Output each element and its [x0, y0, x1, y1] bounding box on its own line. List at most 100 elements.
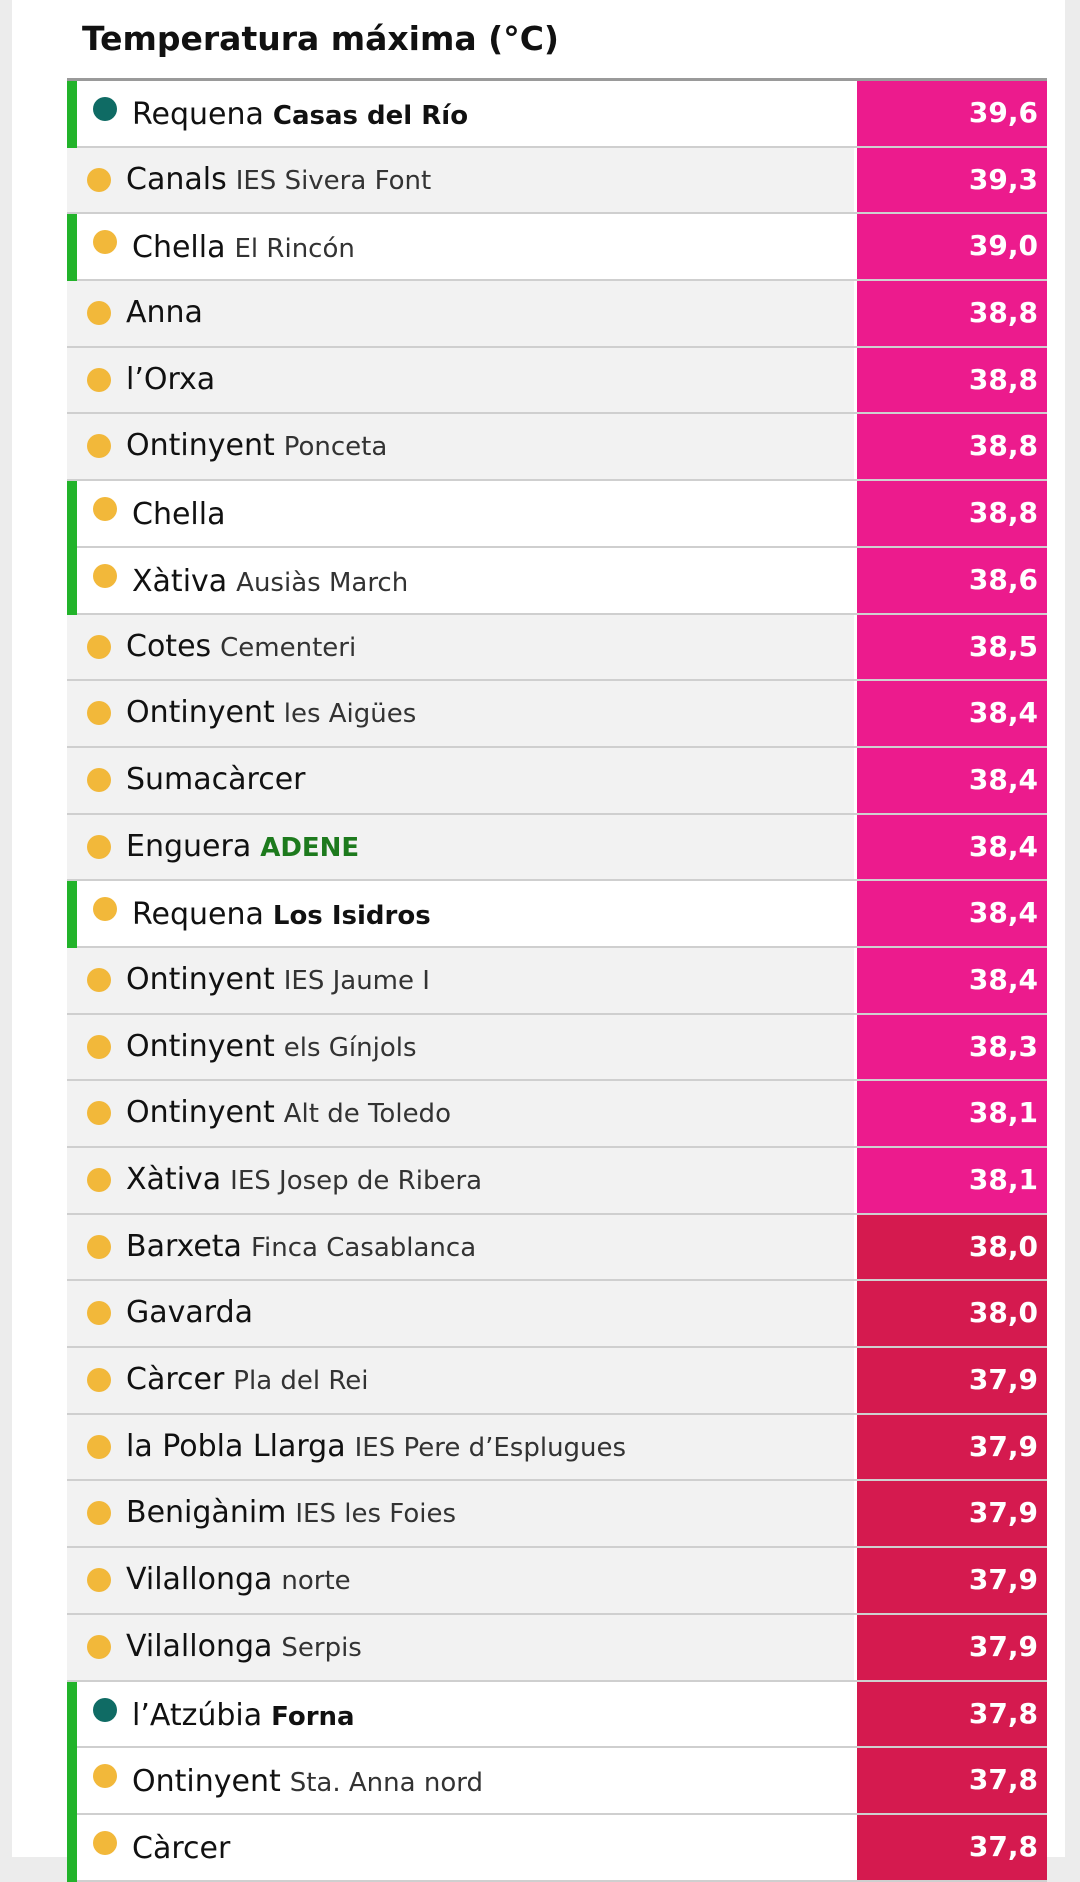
station-name[interactable]: Ontinyent els Gínjols [126, 1028, 417, 1066]
table-rows: Requena Casas del Río 39,6 Canals IES Sivera… [67, 81, 1047, 1882]
table-row[interactable]: Benigànim IES les Foies 37,9 [67, 1481, 1047, 1549]
station-dot-icon [87, 1034, 111, 1059]
station-name[interactable]: Ontinyent IES Jaume I [126, 961, 430, 999]
station-name[interactable]: Ontinyent Alt de Toledo [126, 1094, 451, 1132]
station-subname: Los Isidros [272, 901, 431, 932]
table-row[interactable]: Ontinyent IES Jaume I 38,4 [67, 947, 1047, 1015]
temperature-value: 37,8 [854, 1681, 1047, 1747]
station-place: l’Atzúbia [132, 1697, 263, 1733]
table-row[interactable]: l’Orxa 38,8 [67, 347, 1047, 415]
station-subname: Alt de Toledo [283, 1099, 451, 1130]
table-row[interactable]: Ontinyent Ponceta 38,8 [67, 414, 1047, 482]
table-row[interactable]: Chella El Rincón 39,0 [67, 214, 1047, 282]
page-container: Temperatura máxima (°C) Requena Casas del… [12, 0, 1065, 1882]
station-place: l’Orxa [126, 361, 216, 397]
station-name[interactable]: Anna [126, 294, 203, 332]
station-name[interactable]: Ontinyent Sta. Anna nord [132, 1763, 483, 1801]
table-row[interactable]: Canals IES Sivera Font 39,3 [67, 147, 1047, 215]
temperature-value: 39,0 [854, 214, 1047, 280]
station-name[interactable]: Sumacàrcer [126, 761, 306, 799]
station-name[interactable]: Xàtiva Ausiàs March [132, 563, 408, 601]
temperature-value: 38,1 [854, 1081, 1047, 1146]
station-place: Gavarda [126, 1295, 254, 1331]
table-row[interactable]: Xàtiva IES Josep de Ribera 38,1 [67, 1148, 1047, 1215]
station-dot-icon [93, 563, 117, 588]
table-row[interactable]: Ontinyent Alt de Toledo 38,1 [67, 1081, 1047, 1148]
station-place: Enguera [126, 828, 252, 864]
table-row[interactable]: Vilallonga norte 37,9 [67, 1548, 1047, 1615]
station-place: Ontinyent [126, 1095, 275, 1131]
temperature-value: 38,4 [854, 747, 1047, 813]
table-row[interactable]: Ontinyent els Gínjols 38,3 [67, 1014, 1047, 1082]
station-name[interactable]: Gavarda [126, 1294, 253, 1332]
station-name[interactable]: Ontinyent Ponceta [126, 427, 387, 465]
station-name[interactable]: Benigànim IES les Foies [126, 1494, 456, 1532]
table-row[interactable]: Anna 38,8 [67, 281, 1047, 348]
station-name[interactable]: Cotes Cementeri [126, 628, 356, 666]
temperature-value: 38,4 [854, 814, 1047, 880]
station-place: Ontinyent [126, 428, 275, 464]
station-place: Ontinyent [132, 1764, 281, 1800]
station-official-dot-icon [93, 1697, 117, 1722]
table-row[interactable]: Ontinyent Sta. Anna nord 37,8 [67, 1748, 1047, 1816]
temperature-value: 38,6 [854, 547, 1047, 613]
station-name[interactable]: Càrcer Pla del Rei [126, 1361, 369, 1399]
station-place: Anna [126, 295, 203, 331]
station-place: Càrcer [126, 1362, 225, 1398]
station-name[interactable]: Vilallonga norte [126, 1561, 351, 1599]
table-row[interactable]: Càrcer Pla del Rei 37,9 [67, 1348, 1047, 1415]
table-row[interactable]: Enguera ADENE 38,4 [67, 814, 1047, 882]
table-row[interactable]: Barxeta Finca Casablanca 38,0 [67, 1214, 1047, 1282]
table-row[interactable]: Requena Los Isidros 38,4 [67, 881, 1047, 949]
station-name[interactable]: Chella [132, 496, 225, 534]
table-row[interactable]: Càrcer 37,8 [67, 1814, 1047, 1882]
station-subname: Forna [271, 1701, 355, 1732]
station-name[interactable]: Canals IES Sivera Font [126, 161, 431, 199]
station-name[interactable]: Càrcer [132, 1830, 230, 1868]
table-row[interactable]: Chella 38,8 [67, 481, 1047, 548]
station-place: Càrcer [132, 1830, 231, 1866]
station-subname: IES Pere d’Esplugues [354, 1432, 627, 1463]
station-subname: Pla del Rei [233, 1366, 369, 1397]
temperature-value: 38,4 [854, 881, 1047, 946]
temperature-value: 38,1 [854, 1148, 1047, 1213]
temperature-value: 37,9 [854, 1614, 1047, 1680]
station-subname: les Aigües [283, 699, 417, 730]
station-name[interactable]: Xàtiva IES Josep de Ribera [126, 1161, 482, 1199]
station-name[interactable]: la Pobla Llarga IES Pere d’Esplugues [126, 1428, 626, 1466]
station-name[interactable]: l’Atzúbia Forna [132, 1697, 355, 1735]
station-name[interactable]: Requena Los Isidros [132, 896, 431, 934]
station-name[interactable]: l’Orxa [126, 361, 215, 399]
station-dot-icon [87, 767, 111, 792]
table-row[interactable]: Xàtiva Ausiàs March 38,6 [67, 547, 1047, 615]
station-dot-icon [93, 1764, 117, 1789]
station-name[interactable]: Enguera ADENE [126, 828, 359, 866]
station-dot-icon [87, 1168, 111, 1192]
station-name[interactable]: Requena Casas del Río [132, 96, 468, 134]
table-row[interactable]: l’Atzúbia Forna 37,8 [67, 1681, 1047, 1749]
table-row[interactable]: Gavarda 38,0 [67, 1281, 1047, 1349]
station-name[interactable]: Chella El Rincón [132, 229, 355, 267]
highlight-bar [67, 481, 77, 548]
table-row[interactable]: la Pobla Llarga IES Pere d’Esplugues 37,9 [67, 1414, 1047, 1482]
station-name[interactable]: Barxeta Finca Casablanca [126, 1228, 476, 1266]
table-row[interactable]: Sumacàrcer 38,4 [67, 747, 1047, 815]
station-name[interactable]: Ontinyent les Aigües [126, 694, 416, 732]
station-dot-icon [87, 301, 111, 326]
station-dot-icon [87, 434, 111, 459]
table-row[interactable]: Requena Casas del Río 39,6 [67, 81, 1047, 148]
temperature-value: 38,8 [854, 414, 1047, 480]
station-subname: El Rincón [234, 234, 355, 265]
station-place: Xàtiva [126, 1162, 222, 1197]
station-place: Xàtiva [132, 563, 228, 599]
table-row[interactable]: Ontinyent les Aigües 38,4 [67, 681, 1047, 748]
table-top-border [67, 78, 1047, 81]
table-row[interactable]: Vilallonga Serpis 37,9 [67, 1614, 1047, 1682]
station-place: Ontinyent [126, 1028, 275, 1064]
station-place: Canals [126, 161, 227, 197]
table-row[interactable]: Cotes Cementeri 38,5 [67, 614, 1047, 682]
station-name[interactable]: Vilallonga Serpis [126, 1628, 362, 1666]
station-dot-icon [87, 1568, 111, 1593]
temperature-value: 38,8 [854, 347, 1047, 413]
page-title: Temperatura máxima (°C) [82, 19, 560, 58]
